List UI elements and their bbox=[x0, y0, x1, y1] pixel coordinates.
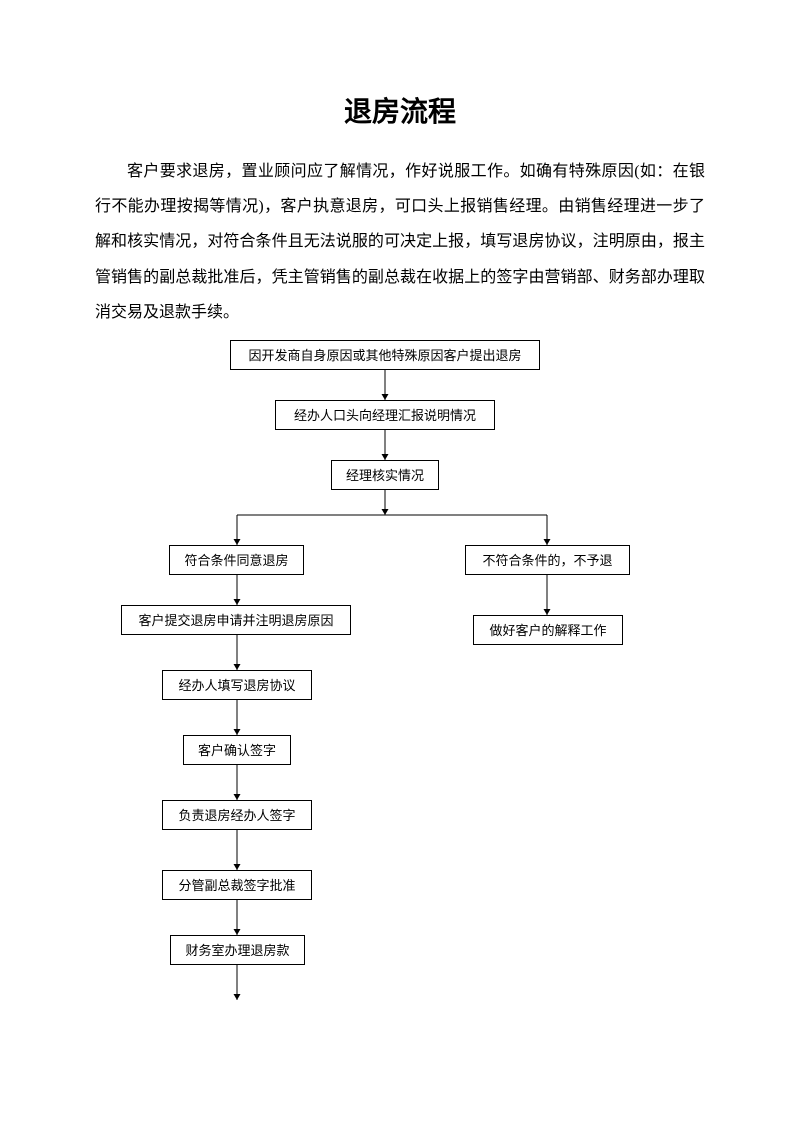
page-title: 退房流程 bbox=[95, 90, 705, 130]
flowchart-node: 经办人口头向经理汇报说明情况 bbox=[275, 400, 495, 430]
flowchart-node: 分管副总裁签字批准 bbox=[162, 870, 312, 900]
flowchart: 因开发商自身原因或其他特殊原因客户提出退房经办人口头向经理汇报说明情况经理核实情… bbox=[95, 340, 705, 1040]
flowchart-node: 做好客户的解释工作 bbox=[473, 615, 623, 645]
flowchart-node: 符合条件同意退房 bbox=[169, 545, 304, 575]
flowchart-node: 经理核实情况 bbox=[331, 460, 439, 490]
flowchart-node: 客户提交退房申请并注明退房原因 bbox=[121, 605, 351, 635]
flowchart-node: 负责退房经办人签字 bbox=[162, 800, 312, 830]
flowchart-node: 财务室办理退房款 bbox=[170, 935, 305, 965]
intro-paragraph: 客户要求退房，置业顾问应了解情况，作好说服工作。如确有特殊原因(如：在银行不能办… bbox=[95, 154, 705, 330]
flowchart-node: 不符合条件的，不予退 bbox=[465, 545, 630, 575]
flowchart-node: 因开发商自身原因或其他特殊原因客户提出退房 bbox=[230, 340, 540, 370]
flowchart-node: 客户确认签字 bbox=[183, 735, 291, 765]
flowchart-node: 经办人填写退房协议 bbox=[162, 670, 312, 700]
